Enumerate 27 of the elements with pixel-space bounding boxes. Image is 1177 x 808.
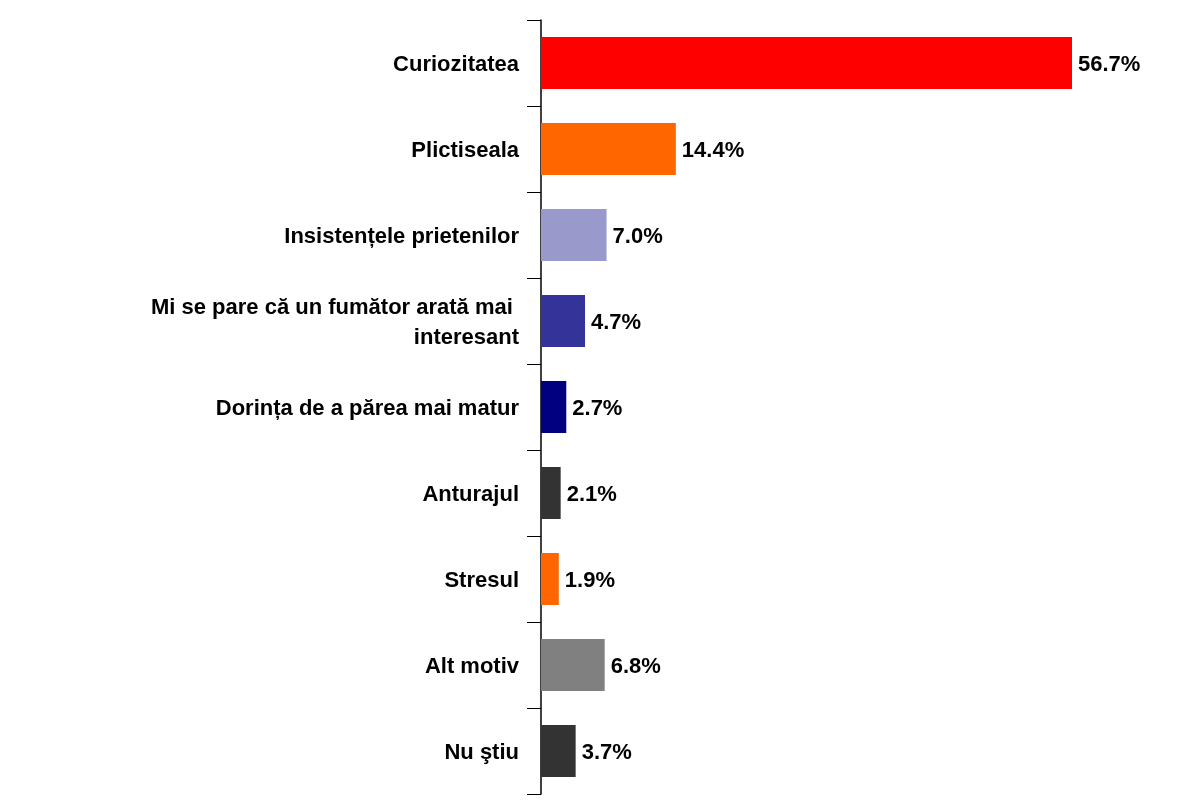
y-tick-label: Insistențele prietenilor	[284, 222, 520, 248]
data-label: 7.0%	[612, 222, 663, 248]
bar	[541, 381, 567, 433]
data-label: 6.8%	[610, 652, 661, 678]
bar	[541, 639, 605, 691]
data-label: 2.1%	[566, 480, 617, 506]
bar	[541, 725, 576, 777]
y-tick-label: Curiozitatea	[393, 50, 520, 76]
data-label: 1.9%	[564, 566, 615, 592]
y-tick-label: Nu ştiu	[444, 738, 519, 764]
bar	[541, 467, 561, 519]
bar	[541, 37, 1072, 89]
data-label: 4.7%	[591, 308, 642, 334]
y-tick-label: Dorința de a părea mai matur	[215, 394, 520, 420]
data-label: 2.7%	[572, 394, 623, 420]
y-tick-label: Plictiseala	[411, 136, 520, 162]
bar	[541, 123, 676, 175]
y-tick-label: Mi se pare că un fumător arată mai interesant	[150, 293, 520, 349]
bar	[541, 295, 586, 347]
bar	[541, 553, 559, 605]
data-label: 56.7%	[1078, 50, 1141, 76]
data-label: 3.7%	[581, 738, 632, 764]
data-label: 14.4%	[681, 136, 745, 162]
y-tick-label: Stresul	[444, 566, 519, 592]
bar	[541, 209, 607, 261]
y-tick-label: Alt motiv	[424, 652, 520, 678]
y-tick-label: Anturajul	[422, 480, 519, 506]
